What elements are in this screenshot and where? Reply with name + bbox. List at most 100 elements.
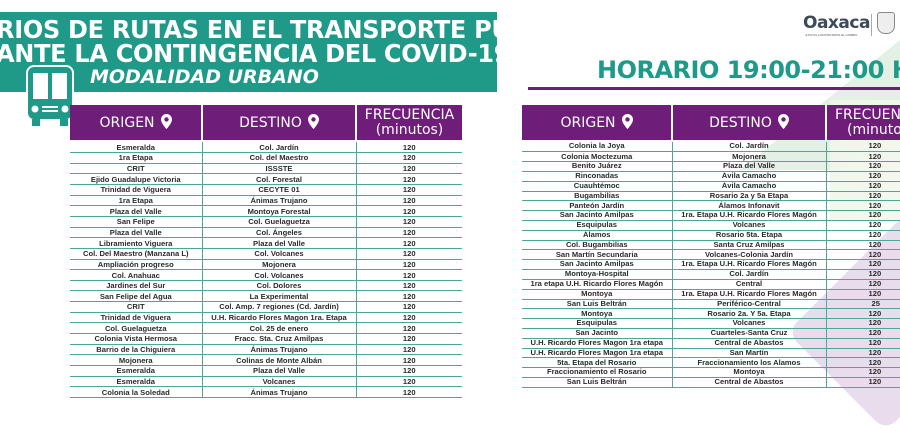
table-row: Mojonera Colinas de Monte Albán 120 <box>70 354 462 366</box>
frecuencia-cell: 120 <box>355 163 462 175</box>
frecuencia-cell: 120 <box>355 386 462 398</box>
destino-cell: Central <box>671 279 826 290</box>
frecuencia-cell: 120 <box>355 280 462 292</box>
routes-table-right: ORIGEN DESTINO FRECUENC(minutos Colonia … <box>522 105 900 388</box>
destino-cell: Col. Dolores <box>201 280 356 292</box>
oaxaca-logo: Oaxaca JUNTOS CONSTRUIMOS EL CAMBIO <box>803 10 900 40</box>
table-row: Montoya 1ra. Etapa U.H. Ricardo Flores Ma… <box>522 289 900 300</box>
destino-cell: Volcanes <box>671 318 826 329</box>
destino-cell: Col. Guelaguetza <box>201 216 356 228</box>
frecuencia-cell: 120 <box>355 290 462 303</box>
origen-cell: Álamos <box>522 230 672 241</box>
destino-cell: Col. Volcanes <box>201 248 356 260</box>
table-row: Trinidad de Viguera CECYTE 01 120 <box>70 184 462 196</box>
origen-cell: Montoya-Hospital <box>522 269 672 280</box>
table-row: San Martín Secundaria Volcanes-Colonia Ja… <box>522 249 900 261</box>
destino-cell: Col. Jardín <box>671 269 826 280</box>
frecuencia-cell: 120 <box>825 357 900 369</box>
destino-cell: Rosario 2a. Y 5a. Etapa <box>671 308 826 320</box>
destino-cell: 1ra. Etapa U.H. Ricardo Flores Magón <box>671 289 826 300</box>
table-row: U.H. Ricardo Flores Magon 1ra etapa Centr… <box>522 338 900 349</box>
table-row: San Felipe Col. Guelaguetza 120 <box>70 216 462 228</box>
table-row: Esquipulas Volcanes 120 <box>522 220 900 231</box>
origen-cell: Montoya <box>522 289 672 300</box>
origen-cell: San Luis Beltrán <box>522 299 672 310</box>
destino-cell: Plaza del Valle <box>671 161 826 172</box>
origen-cell: San Felipe <box>70 216 202 228</box>
routes-table-left: ORIGEN DESTINO FRECUENCIA (minutos) Esmer… <box>70 105 462 398</box>
column-header-destino: DESTINO <box>201 105 356 140</box>
table-row: Fraccionamiento el Rosario Montoya 120 <box>522 367 900 378</box>
destino-cell: Álamos Infonavit <box>671 200 826 212</box>
destino-cell: Col. Volcanes <box>201 269 356 281</box>
origen-cell: CRIT <box>70 163 202 175</box>
table-row: Colonia Vista Hermosa Fracc. Sta. Cruz Am… <box>70 333 462 345</box>
table-row: Montoya Rosario 2a. Y 5a. Etapa 120 <box>522 308 900 320</box>
frecuencia-cell: 120 <box>355 333 462 345</box>
frecuencia-cell: 120 <box>355 152 462 164</box>
origen-cell: Trinidad de Viguera <box>70 184 202 196</box>
table-row: San Jacinto Amilpas 1ra. Etapa U.H. Ricar… <box>522 259 900 271</box>
logo-tagline: JUNTOS CONSTRUIMOS EL CAMBIO <box>805 33 858 37</box>
coat-of-arms-icon <box>877 12 895 34</box>
frecuencia-cell: 120 <box>825 338 900 349</box>
destino-cell: Ávila Camacho <box>671 181 826 192</box>
frecuencia-cell: 120 <box>825 348 900 359</box>
table-row: San Jacinto Amilpas 1ra. Etapa U.H. Ricar… <box>522 210 900 221</box>
schedule-title: HORARIO 19:00-21:00 HI <box>597 56 900 84</box>
origen-cell: Esquipulas <box>522 318 672 329</box>
table-row: Col. Del Maestro (Manzana L) Col. Volcane… <box>70 248 462 260</box>
destino-cell: ISSSTE <box>201 163 356 175</box>
table-row: Ampliación progreso Mojonera 120 <box>70 259 462 271</box>
title-banner: RIOS DE RUTAS EN EL TRANSPORTE PÚBLICO A… <box>0 12 590 92</box>
frecuencia-cell: 120 <box>355 142 462 154</box>
frecuencia-cell: 120 <box>825 318 900 329</box>
frecuencia-cell: 120 <box>825 377 900 388</box>
origen-cell: 1ra Etapa <box>70 152 202 164</box>
destino-cell: Fracc. Sta. Cruz Amilpas <box>201 333 356 345</box>
frecuencia-cell: 120 <box>355 248 462 260</box>
destino-cell: Fraccionamiento los Alamos <box>671 357 826 369</box>
frecuencia-cell: 120 <box>825 308 900 320</box>
origen-cell: San Jacinto Amilpas <box>522 259 672 271</box>
destino-cell: Periférico-Central <box>671 299 826 310</box>
schedule-divider <box>528 87 900 90</box>
frecuencia-cell: 120 <box>355 259 462 271</box>
origen-cell: San Felipe del Agua <box>70 290 202 303</box>
origen-cell: Col. Del Maestro (Manzana L) <box>70 248 202 260</box>
destino-cell: Cuarteles-Santa Cruz <box>671 328 826 339</box>
destino-cell: Col. 25 de enero <box>201 322 356 335</box>
origen-cell: Ejido Guadalupe Victoria <box>70 173 202 186</box>
logo-divider <box>871 14 872 36</box>
table-row: San Luis Beltrán Periférico-Central 25 <box>522 299 900 310</box>
table-row: Libramiento Viguera Plaza del Valle 120 <box>70 237 462 249</box>
destino-cell: Col. Forestal <box>201 173 356 186</box>
destino-cell: Central de Abastos <box>671 338 826 349</box>
destino-cell: Central de Abastos <box>671 377 826 388</box>
banner-title-line1: RIOS DE RUTAS EN EL TRANSPORTE PÚBLICO <box>0 15 590 44</box>
origen-cell: Fraccionamiento el Rosario <box>522 367 672 378</box>
frecuencia-cell: 120 <box>355 354 462 366</box>
frecuencia-cell: 120 <box>355 216 462 228</box>
origen-cell: Esmeralda <box>70 142 202 154</box>
destino-cell: Montoya <box>671 367 826 378</box>
origen-cell: San Jacinto Amilpas <box>522 210 672 221</box>
location-pin-icon <box>777 114 789 129</box>
destino-cell: Ánimas Trujano <box>201 344 356 356</box>
table-row: Colonia la Joya Col. Jardín 120 <box>522 142 900 153</box>
table-row: Esmeralda Volcanes 120 <box>70 376 462 388</box>
table-row: Col. Guelaguetza Col. 25 de enero 120 <box>70 322 462 335</box>
frecuencia-cell: 120 <box>825 181 900 192</box>
frecuencia-cell: 120 <box>825 142 900 153</box>
origen-cell: Benito Juárez <box>522 161 672 172</box>
origen-cell: Jardines del Sur <box>70 280 202 292</box>
table-row: Col. Bugambilias Santa Cruz Amilpas 120 <box>522 240 900 251</box>
origen-cell: Ampliación progreso <box>70 259 202 271</box>
table-row: Esquipulas Volcanes 120 <box>522 318 900 329</box>
origen-cell: Panteón Jardín <box>522 200 672 212</box>
destino-cell: Col. del Maestro <box>201 152 356 164</box>
origen-cell: Col. Bugambilias <box>522 240 672 251</box>
right-table-body: Colonia la Joya Col. Jardín 120 Colonia Mo… <box>522 142 900 388</box>
left-table-body: Esmeralda Col. Jardín 120 1ra Etapa Col. de… <box>70 142 462 398</box>
origen-cell: Esmeralda <box>70 376 202 388</box>
